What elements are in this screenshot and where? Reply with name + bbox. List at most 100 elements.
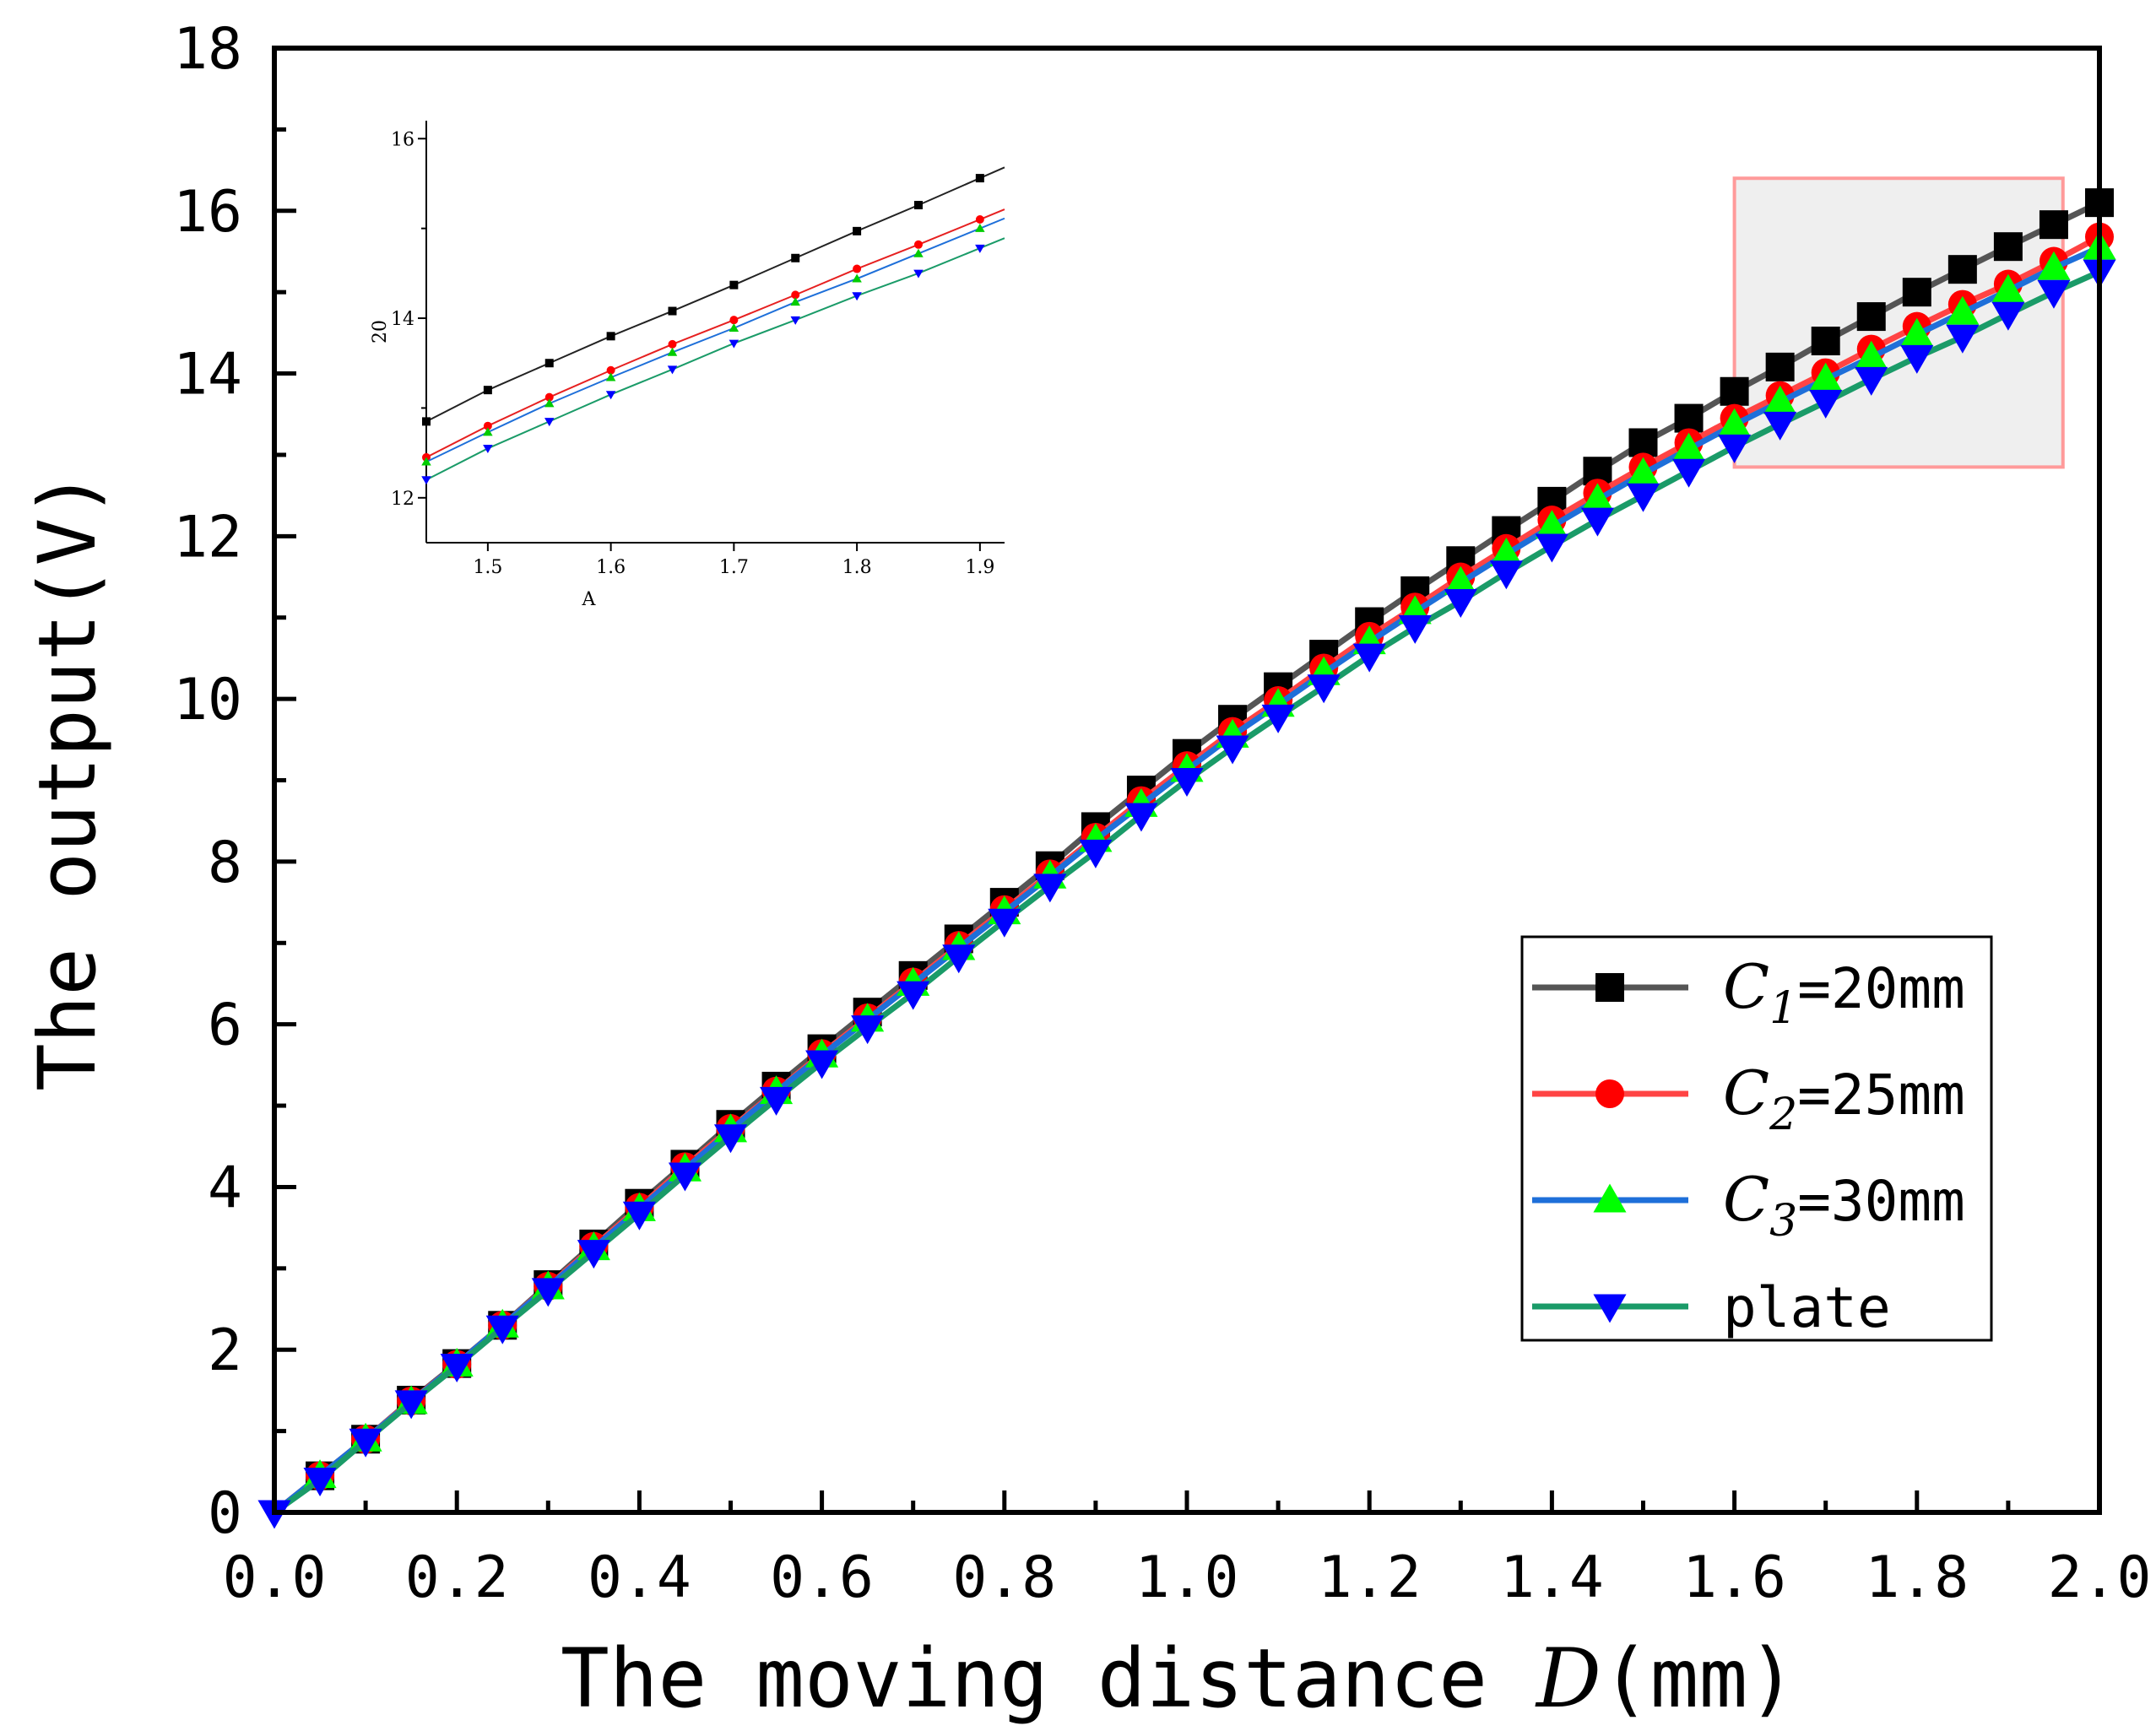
inset-y-tick-label: 12 — [391, 489, 414, 510]
inset-y-axis-title: 20 — [370, 320, 391, 343]
inset-chart: 1.5 1.6 1.7 1.8 1.9 12 14 16 A 20 — [370, 121, 1005, 610]
data-point — [440, 1354, 474, 1383]
inset-data-point — [544, 418, 555, 427]
data-point — [1809, 362, 1843, 392]
data-point — [805, 1050, 839, 1079]
data-point — [1261, 704, 1295, 733]
data-point — [1947, 255, 1977, 284]
data-point — [1855, 366, 1888, 396]
inset-data-point — [791, 253, 800, 262]
data-point — [1489, 537, 1523, 566]
data-point — [897, 981, 930, 1010]
inset-data-point — [422, 417, 431, 426]
y-tick-label: 18 — [173, 16, 242, 83]
data-point — [394, 1390, 428, 1420]
data-point — [668, 1162, 702, 1192]
data-point — [1628, 428, 1658, 457]
data-point — [1900, 317, 1934, 347]
inset-data-point — [790, 297, 800, 306]
y-tick-label: 0 — [208, 1480, 242, 1547]
inset-x-tick-label: 1.8 — [842, 557, 872, 578]
inset-data-point — [544, 359, 554, 368]
data-point — [622, 1201, 656, 1231]
data-point — [1811, 327, 1840, 355]
data-point — [349, 1428, 382, 1458]
data-point — [1674, 403, 1704, 433]
tick-labels: 0.0 0.2 0.4 0.6 0.8 1.0 1.2 1.4 1.6 1.8 2.0 0 2 4 6 8 10… — [173, 16, 2151, 1611]
inset-data-point — [913, 201, 923, 209]
data-point — [2037, 251, 2071, 280]
data-point — [485, 1315, 519, 1344]
x-tick-label: 1.8 — [1865, 1544, 1969, 1611]
y-tick-label: 12 — [173, 504, 242, 571]
inset-data-point — [852, 292, 862, 301]
data-point — [1489, 560, 1523, 590]
inset-data-point — [729, 339, 739, 349]
x-tick-label: 0.2 — [405, 1544, 509, 1611]
y-tick-label: 16 — [173, 179, 242, 246]
y-axis-title: The output(V) — [22, 470, 114, 1091]
inset-data-point — [544, 392, 554, 402]
data-point — [1718, 408, 1752, 437]
data-point — [851, 1015, 885, 1045]
data-point — [1672, 458, 1706, 488]
legend-marker — [1593, 1183, 1627, 1213]
inset-data-point — [605, 391, 616, 400]
legend-label: C3=30mm — [1723, 1164, 1965, 1247]
legend-item: C3=30mm — [1532, 1164, 1965, 1247]
inset-x-tick-label: 1.5 — [473, 557, 502, 578]
inset-data-point — [975, 244, 985, 253]
data-point — [577, 1240, 610, 1269]
y-tick-label: 10 — [173, 667, 242, 733]
data-point — [1993, 232, 2023, 262]
data-point — [713, 1124, 748, 1154]
data-point — [1124, 803, 1158, 832]
inset-x-tick-label: 1.7 — [719, 557, 749, 578]
data-point — [1856, 302, 1886, 332]
inset-series-3 — [421, 217, 1005, 466]
legend-marker — [1595, 1079, 1624, 1108]
x-tick-label: 1.6 — [1682, 1544, 1786, 1611]
legend-label: C1=20mm — [1723, 951, 1965, 1034]
inset-data-point — [421, 476, 431, 485]
data-point — [1672, 432, 1706, 462]
data-point — [1991, 301, 2025, 331]
inset-data-point — [975, 215, 984, 224]
data-point — [531, 1278, 565, 1307]
data-point — [1444, 588, 1477, 618]
legend-item: C2=25mm — [1532, 1058, 1965, 1140]
inset-data-point — [606, 365, 615, 375]
inset-series-4 — [421, 237, 1005, 485]
x-tick-label: 1.0 — [1135, 1544, 1239, 1611]
inset-x-tick-label: 1.6 — [596, 557, 626, 578]
inset-data-point — [544, 398, 555, 408]
y-tick-label: 8 — [208, 830, 242, 896]
data-point — [1580, 507, 1614, 537]
inset-data-point — [605, 372, 616, 381]
inset-data-point — [668, 339, 677, 349]
x-tick-label: 0.0 — [223, 1544, 327, 1611]
data-point — [1991, 273, 2025, 303]
data-point — [1216, 735, 1249, 765]
inset-data-point — [483, 445, 493, 454]
inset-data-point — [667, 365, 678, 375]
data-point — [1626, 457, 1660, 486]
x-tick-label: 2.0 — [2048, 1544, 2152, 1611]
inset-data-point — [606, 332, 615, 341]
data-point — [1626, 483, 1660, 512]
data-point — [303, 1467, 337, 1496]
plot-frame — [272, 46, 2102, 1515]
inset-data-point — [668, 306, 677, 316]
data-point — [1398, 614, 1432, 644]
data-point — [1902, 278, 1931, 307]
y-tick-label: 6 — [208, 993, 242, 1059]
inset-series-1 — [422, 166, 1005, 426]
y-tick-label: 2 — [208, 1317, 242, 1384]
inset-y-tick-label: 16 — [391, 129, 414, 150]
x-axis-variable: D — [1535, 1631, 1601, 1726]
data-point — [1720, 376, 1749, 406]
inset-x-tick-label: 1.9 — [965, 557, 994, 578]
data-point — [988, 908, 1021, 938]
data-point — [1535, 533, 1568, 563]
